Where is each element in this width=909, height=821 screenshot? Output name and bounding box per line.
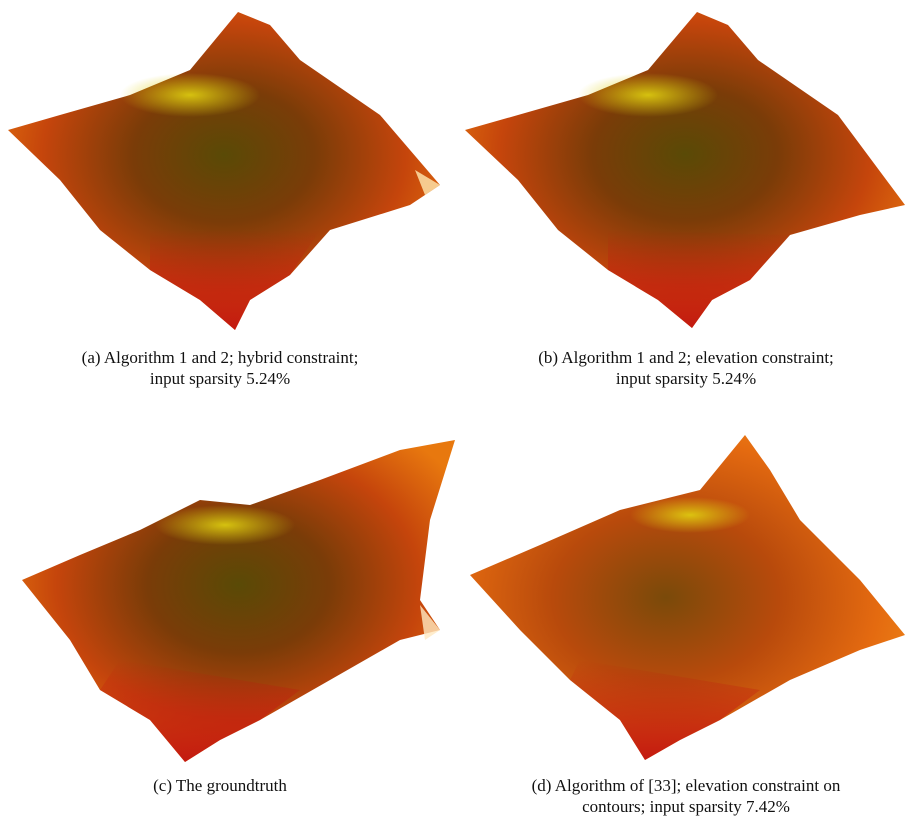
terrain-render-b	[465, 12, 905, 328]
caption-line: input sparsity 5.24%	[150, 369, 290, 388]
terrain-render-a	[8, 12, 440, 330]
terrain-render-d	[470, 435, 905, 760]
caption-line: (d) Algorithm of [33]; elevation constra…	[532, 776, 841, 795]
page: (a) Algorithm 1 and 2; hybrid constraint…	[0, 0, 909, 821]
figure: (a) Algorithm 1 and 2; hybrid constraint…	[0, 0, 909, 821]
caption-line: contours; input sparsity 7.42%	[582, 797, 790, 816]
caption-line: input sparsity 5.24%	[616, 369, 756, 388]
caption-line: (a) Algorithm 1 and 2; hybrid constraint…	[82, 348, 359, 367]
caption-line: (c) The groundtruth	[153, 776, 287, 795]
caption-line: (b) Algorithm 1 and 2; elevation constra…	[538, 348, 834, 367]
terrain-render-c	[22, 440, 455, 762]
